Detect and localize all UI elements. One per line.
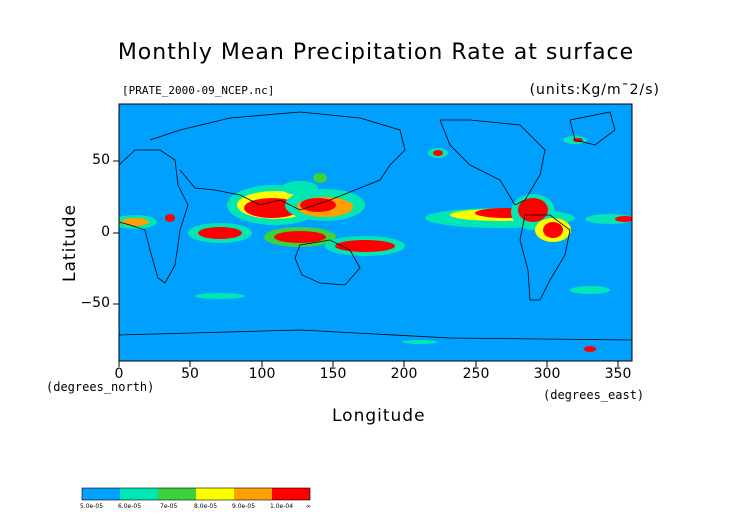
y-tick-minus50: −50 [80, 295, 110, 311]
legend-swatch-3 [158, 488, 196, 500]
legend-swatch-2 [120, 488, 158, 500]
units-label: (units:Kg/m¯2/s) [529, 82, 660, 98]
file-label: [PRATE_2000-09_NCEP.nc] [122, 84, 275, 97]
legend-label-6: 1.0e-04 [270, 503, 294, 510]
x-tick-100: 100 [248, 366, 276, 382]
x-tick-350: 350 [604, 366, 632, 382]
legend-swatch-6 [272, 488, 310, 500]
legend-label-4: 8.0e-05 [194, 503, 218, 510]
legend-label-1: 5.0e-05 [80, 503, 104, 510]
x-tick-200: 200 [390, 366, 418, 382]
legend-swatch-5 [234, 488, 272, 500]
coastlines [119, 111, 632, 341]
y-unit-note: (degrees_north) [46, 380, 155, 394]
legend-label-3: 7e-05 [160, 503, 178, 510]
legend-swatch-1 [82, 488, 120, 500]
y-axis-label: Latitude [60, 204, 80, 282]
x-axis-label: Longitude [332, 406, 426, 426]
x-tick-300: 300 [533, 366, 561, 382]
precip-bands [119, 136, 632, 352]
axis-ticks [113, 160, 619, 367]
x-tick-50: 50 [181, 366, 199, 382]
x-tick-150: 150 [319, 366, 347, 382]
x-tick-0: 0 [114, 366, 124, 382]
legend-label-5: 9.0e-05 [232, 503, 256, 510]
x-tick-250: 250 [462, 366, 490, 382]
x-unit-note: (degrees_east) [543, 388, 645, 402]
y-tick-50: 50 [92, 152, 110, 168]
legend-swatch-4 [196, 488, 234, 500]
legend-label-end: ∞ [306, 503, 311, 510]
legend-swatches [81, 487, 311, 501]
legend-label-2: 6.0e-05 [118, 503, 142, 510]
y-tick-0: 0 [101, 224, 110, 240]
chart-title: Monthly Mean Precipitation Rate at surfa… [117, 40, 635, 65]
